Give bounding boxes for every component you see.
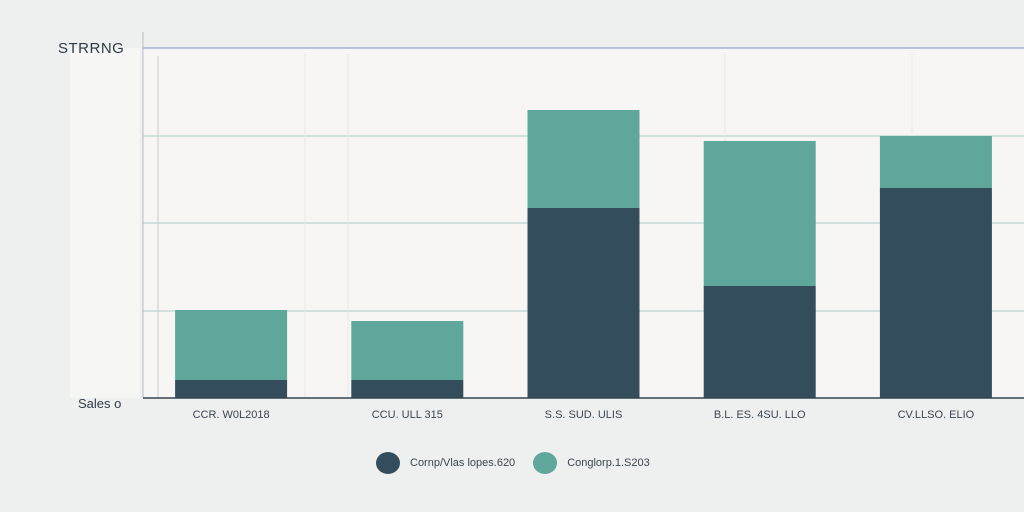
legend-swatch-series-2 [533, 452, 558, 474]
axes [142, 32, 1024, 399]
legend-swatch-series-1 [376, 452, 400, 474]
bar-1-3 [527, 208, 640, 398]
x-tick-label-2: CCU. ULL 315 [372, 409, 443, 421]
bar-1-2 [351, 380, 464, 398]
bar-1-5 [879, 188, 992, 398]
legend-item-series-2[interactable]: Conglorp.1.S203 [533, 452, 650, 474]
x-tick-label-5: CV.LLSO. ELIO [898, 409, 975, 421]
x-tick-label-3: S.S. SUD. ULIS [545, 409, 623, 421]
legend-label-series-1: Cornp/Vlas lopes.620 [410, 457, 516, 469]
legend: Cornp/Vlas lopes.620 Conglorp.1.S203 [376, 452, 650, 474]
bar-2-2 [351, 321, 464, 380]
bar-2-4 [703, 141, 816, 286]
left-margin-panel [70, 48, 140, 398]
x-tick-label-1: CCR. W0L2018 [193, 409, 270, 421]
chart-title: STRRNG [58, 40, 125, 57]
legend-label-series-2: Conglorp.1.S203 [567, 457, 650, 469]
bars [175, 110, 992, 398]
bar-2-5 [879, 136, 992, 188]
bar-1-1 [175, 380, 288, 398]
x-tick-label-4: B.L. ES. 4SU. LLO [714, 409, 806, 421]
bar-2-1 [175, 310, 288, 380]
bar-2-3 [527, 110, 640, 208]
bar-1-4 [703, 286, 816, 398]
y-axis-label-wrap [20, 120, 92, 330]
x-tick-labels: CCR. W0L2018 CCU. ULL 315 S.S. SUD. ULIS B.… [193, 409, 975, 421]
legend-item-series-1[interactable]: Cornp/Vlas lopes.620 [376, 452, 515, 474]
x-axis-label: Sales o [78, 396, 122, 411]
